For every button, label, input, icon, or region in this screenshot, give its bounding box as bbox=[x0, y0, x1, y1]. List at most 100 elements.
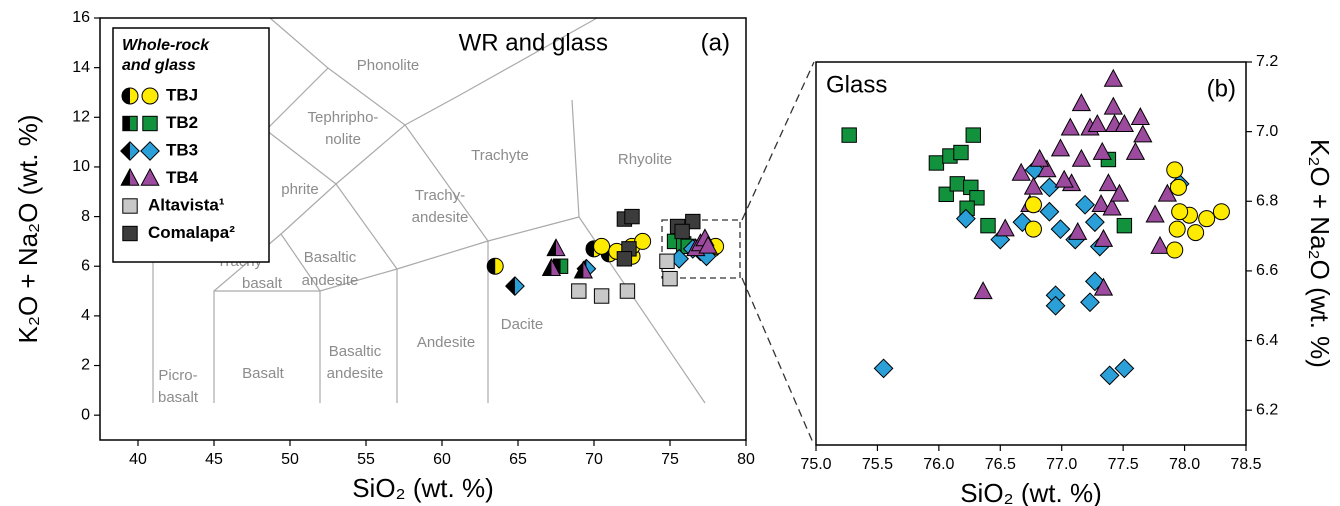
y-tick-label: 12 bbox=[72, 109, 90, 126]
field-label: Picro- bbox=[158, 367, 197, 384]
marker bbox=[1093, 228, 1114, 247]
legend-label: TB4 bbox=[166, 168, 199, 187]
marker-half-filled bbox=[121, 87, 139, 105]
field-label: basalt bbox=[158, 389, 199, 406]
field-label: Basaltic bbox=[329, 343, 382, 360]
marker bbox=[1212, 203, 1230, 221]
marker bbox=[1037, 159, 1057, 178]
marker bbox=[1102, 197, 1122, 216]
field-label: andesite bbox=[302, 272, 359, 289]
marker bbox=[662, 270, 678, 287]
marker-part bbox=[122, 116, 131, 131]
y-axis-label: K₂O + Na₂O (wt. %) bbox=[1305, 139, 1335, 368]
field-label: andesite bbox=[412, 209, 469, 226]
y-tick-label: 6.4 bbox=[1256, 332, 1278, 349]
plot-frame bbox=[99, 17, 747, 441]
marker bbox=[980, 217, 996, 234]
field-labels: Phonolite Tephripho- nolite phrite Trach… bbox=[158, 57, 672, 406]
field-line bbox=[213, 17, 598, 292]
y-tick-label: 14 bbox=[72, 59, 90, 76]
marker bbox=[1109, 183, 1130, 202]
x-tick-label: 78.5 bbox=[1230, 456, 1261, 473]
x-tick-label: 80 bbox=[737, 451, 755, 468]
legend-title: Whole-rock bbox=[122, 37, 210, 54]
marker bbox=[1060, 117, 1080, 136]
marker bbox=[1087, 114, 1107, 132]
marker bbox=[949, 176, 965, 192]
marker-part bbox=[574, 261, 584, 278]
y-tick-label: 16 bbox=[72, 9, 90, 26]
marker bbox=[955, 208, 976, 229]
marker-part bbox=[505, 276, 515, 296]
marker-part bbox=[487, 258, 496, 275]
x-tick-label: 60 bbox=[433, 451, 451, 468]
legend-label: TB3 bbox=[166, 140, 198, 159]
marker bbox=[1023, 176, 1044, 195]
x-tick-label: 40 bbox=[129, 451, 147, 468]
marker bbox=[1039, 177, 1060, 198]
field-line bbox=[571, 99, 580, 218]
marker bbox=[140, 141, 160, 161]
marker bbox=[571, 283, 587, 299]
marker bbox=[698, 235, 718, 254]
marker bbox=[1071, 148, 1092, 167]
marker bbox=[1130, 107, 1150, 126]
x-tick-label: 75.0 bbox=[800, 456, 831, 473]
marker-half-filled bbox=[122, 115, 138, 132]
marker bbox=[1084, 212, 1105, 233]
marker bbox=[142, 115, 158, 132]
marker bbox=[990, 229, 1011, 250]
field-line bbox=[265, 129, 337, 185]
field-label: andesite bbox=[327, 365, 384, 382]
field-label: Dacite bbox=[501, 316, 544, 333]
field-label: Phonolite bbox=[357, 57, 420, 74]
marker bbox=[1171, 203, 1189, 221]
y-tick-label: 2 bbox=[81, 357, 90, 374]
panel-title: WR and glass bbox=[459, 29, 608, 56]
marker bbox=[973, 281, 993, 300]
marker-part bbox=[586, 240, 594, 257]
x-tick-label: 65 bbox=[509, 451, 527, 468]
y-tick-label: 7.0 bbox=[1256, 123, 1278, 140]
x-tick-label: 78.0 bbox=[1169, 456, 1200, 473]
marker-half-filled bbox=[120, 141, 140, 161]
x-tick-label: 75 bbox=[661, 451, 679, 468]
x-tick-label: 77.5 bbox=[1108, 456, 1139, 473]
marker bbox=[1092, 141, 1112, 160]
marker bbox=[674, 223, 690, 240]
y-tick-label: 6.6 bbox=[1256, 262, 1278, 279]
x-tick-label: 75.5 bbox=[862, 456, 893, 473]
marker bbox=[659, 253, 675, 269]
marker bbox=[1099, 365, 1120, 386]
marker bbox=[122, 198, 138, 214]
marker bbox=[1145, 204, 1165, 223]
field-line bbox=[327, 67, 489, 242]
marker bbox=[634, 232, 652, 250]
marker-part bbox=[121, 168, 130, 186]
marker-part bbox=[122, 88, 130, 104]
zoom-connector bbox=[741, 61, 815, 221]
marker bbox=[995, 218, 1015, 237]
panel-label: (b) bbox=[1207, 75, 1236, 102]
marker bbox=[1157, 183, 1178, 202]
marker bbox=[141, 87, 159, 105]
zoom-connector bbox=[741, 277, 815, 446]
field-label: phrite bbox=[281, 181, 319, 198]
marker-part bbox=[542, 259, 552, 276]
marker bbox=[1050, 138, 1071, 157]
marker bbox=[1168, 220, 1186, 238]
legend-box bbox=[112, 27, 270, 263]
marker-half-filled bbox=[505, 276, 525, 297]
marker bbox=[928, 155, 945, 171]
marker bbox=[1029, 148, 1050, 167]
marker bbox=[593, 237, 611, 255]
field-label: basalt bbox=[242, 275, 283, 292]
y-tick-label: 10 bbox=[72, 158, 90, 175]
panel-title: Glass bbox=[826, 71, 887, 98]
marker bbox=[624, 208, 640, 225]
field-label: Basalt bbox=[242, 365, 285, 382]
x-tick-label: 77.0 bbox=[1046, 456, 1077, 473]
marker bbox=[1054, 169, 1074, 188]
marker bbox=[122, 225, 138, 242]
